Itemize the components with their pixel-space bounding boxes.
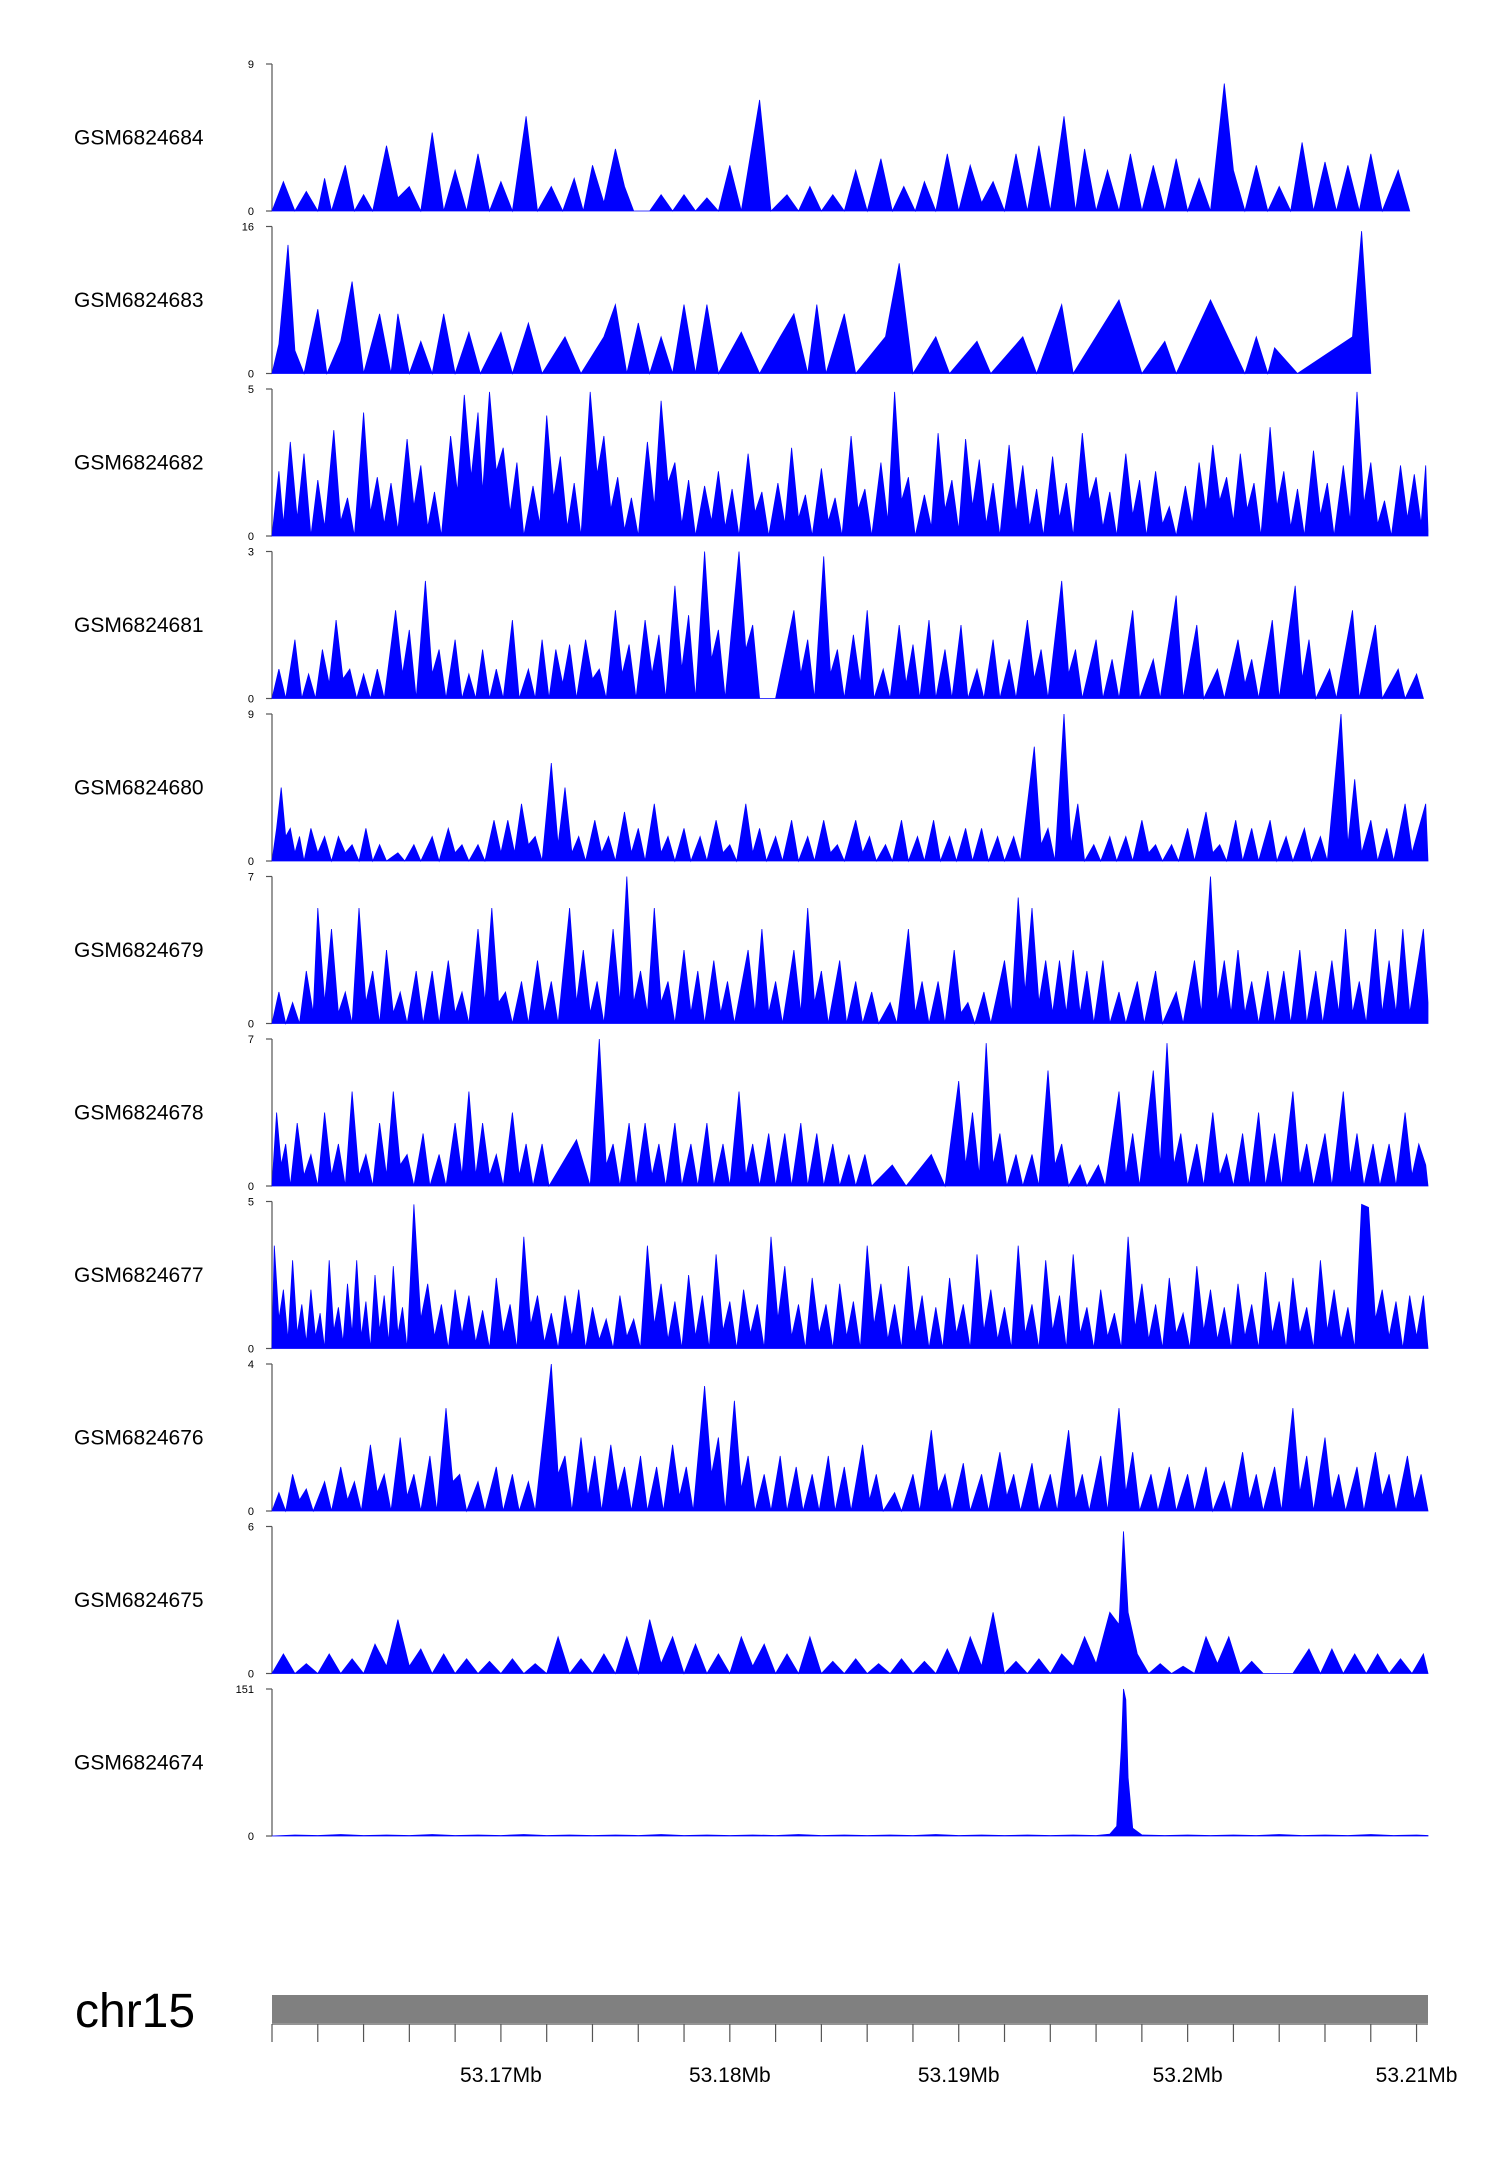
y-axis-max-label: 7 bbox=[248, 1034, 254, 1046]
coverage-area bbox=[271, 1038, 1429, 1188]
y-axis-max-label: 9 bbox=[248, 59, 254, 71]
track-GSM6824682: GSM6824682 5 0 bbox=[74, 384, 1429, 543]
genome-axis-ticks: 53.17Mb 53.18Mb 53.19Mb 53.2Mb 53.21Mb bbox=[271, 2024, 1458, 2087]
track-GSM6824676: GSM6824676 4 0 bbox=[74, 1359, 1429, 1518]
track-label: GSM6824677 bbox=[74, 1264, 204, 1287]
track-label: GSM6824684 bbox=[74, 127, 204, 150]
track-GSM6824674: GSM6824674 151 0 bbox=[74, 1684, 1429, 1843]
track-GSM6824679: GSM6824679 7 0 bbox=[74, 872, 1429, 1031]
track-GSM6824677: GSM6824677 5 0 bbox=[74, 1197, 1429, 1356]
y-axis-max-label: 151 bbox=[236, 1684, 254, 1696]
x-axis-tick-label: 53.19Mb bbox=[918, 2064, 1000, 2087]
coverage-tracks: GSM682468490GSM6824683160GSM682468250GSM… bbox=[74, 59, 1429, 1843]
x-axis-tick-label: 53.2Mb bbox=[1153, 2064, 1223, 2087]
coverage-area bbox=[271, 231, 1372, 376]
y-axis-min-label: 0 bbox=[248, 1344, 254, 1356]
y-axis-max-label: 9 bbox=[248, 709, 254, 721]
track-label: GSM6824678 bbox=[74, 1102, 204, 1125]
y-axis-max-label: 6 bbox=[248, 1522, 254, 1534]
y-axis-max-label: 7 bbox=[248, 872, 254, 884]
y-axis-max-label: 5 bbox=[248, 1197, 254, 1209]
track-label: GSM6824675 bbox=[74, 1589, 204, 1612]
coverage-area bbox=[271, 551, 1424, 701]
track-label: GSM6824676 bbox=[74, 1427, 204, 1450]
y-axis-max-label: 3 bbox=[248, 547, 254, 559]
x-axis-tick-label: 53.18Mb bbox=[689, 2064, 771, 2087]
y-axis-min-label: 0 bbox=[248, 694, 254, 706]
track-GSM6824683: GSM6824683 16 0 bbox=[74, 222, 1372, 381]
y-axis-min-label: 0 bbox=[248, 856, 254, 868]
coverage-area bbox=[271, 713, 1429, 863]
y-axis-min-label: 0 bbox=[248, 1831, 254, 1843]
y-axis-max-label: 5 bbox=[248, 384, 254, 396]
track-label: GSM6824683 bbox=[74, 289, 204, 312]
x-axis-tick-label: 53.17Mb bbox=[460, 2064, 542, 2087]
coverage-area bbox=[271, 1363, 1429, 1513]
track-label: GSM6824674 bbox=[74, 1752, 204, 1775]
track-GSM6824680: GSM6824680 9 0 bbox=[74, 709, 1429, 868]
y-axis-min-label: 0 bbox=[248, 1019, 254, 1031]
y-axis-min-label: 0 bbox=[248, 206, 254, 218]
track-label: GSM6824679 bbox=[74, 939, 204, 962]
y-axis-min-label: 0 bbox=[248, 531, 254, 543]
coverage-area bbox=[271, 1688, 1429, 1837]
coverage-area bbox=[271, 876, 1429, 1026]
coverage-area bbox=[271, 83, 1411, 213]
y-axis-min-label: 0 bbox=[248, 1506, 254, 1518]
x-axis-tick-label: 53.21Mb bbox=[1376, 2064, 1458, 2087]
chromosome-axis: chr15 53.17Mb 53.18Mb 53.19Mb 53.2Mb 53.21Mb bbox=[75, 1985, 1457, 2087]
track-GSM6824675: GSM6824675 6 0 bbox=[74, 1522, 1429, 1681]
y-axis-min-label: 0 bbox=[248, 1669, 254, 1681]
coverage-area bbox=[271, 1203, 1429, 1349]
track-GSM6824681: GSM6824681 3 0 bbox=[74, 547, 1424, 706]
y-axis-max-label: 4 bbox=[248, 1359, 254, 1371]
track-label: GSM6824681 bbox=[74, 614, 204, 637]
y-axis-min-label: 0 bbox=[248, 369, 254, 381]
y-axis-max-label: 16 bbox=[242, 222, 254, 234]
coverage-area bbox=[271, 391, 1429, 537]
chromosome-label: chr15 bbox=[75, 1985, 195, 2038]
y-axis-min-label: 0 bbox=[248, 1181, 254, 1193]
coverage-area bbox=[271, 1531, 1429, 1676]
chromosome-bar bbox=[272, 1995, 1428, 2023]
track-label: GSM6824680 bbox=[74, 777, 204, 800]
track-GSM6824678: GSM6824678 7 0 bbox=[74, 1034, 1429, 1193]
track-label: GSM6824682 bbox=[74, 452, 204, 475]
track-GSM6824684: GSM6824684 9 0 bbox=[74, 59, 1411, 218]
